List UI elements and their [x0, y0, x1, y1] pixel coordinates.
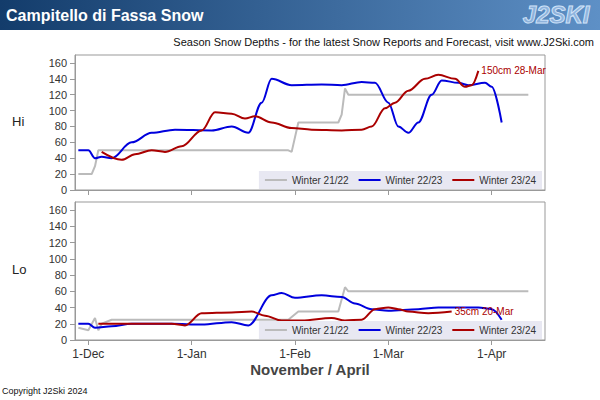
svg-text:140: 140: [49, 73, 67, 85]
svg-text:Copyright J2Ski 2024: Copyright J2Ski 2024: [2, 386, 88, 396]
svg-text:Season Snow Depths - for the l: Season Snow Depths - for the latest Snow…: [173, 36, 594, 48]
svg-text:0: 0: [61, 334, 67, 346]
svg-text:160: 160: [49, 204, 67, 216]
svg-text:Winter 21/22: Winter 21/22: [292, 175, 349, 186]
svg-text:40: 40: [55, 302, 67, 314]
svg-text:0: 0: [61, 184, 67, 196]
svg-text:Winter 22/23: Winter 22/23: [386, 325, 443, 336]
svg-text:20: 20: [55, 318, 67, 330]
svg-text:160: 160: [49, 57, 67, 69]
svg-text:40: 40: [55, 152, 67, 164]
svg-text:60: 60: [55, 285, 67, 297]
svg-text:Winter 23/24: Winter 23/24: [479, 175, 536, 186]
svg-text:80: 80: [55, 269, 67, 281]
svg-text:1-Mar: 1-Mar: [373, 347, 404, 361]
svg-text:November / April: November / April: [250, 361, 369, 378]
svg-text:100: 100: [49, 105, 67, 117]
svg-text:1-Feb: 1-Feb: [279, 347, 311, 361]
svg-text:Campitello di Fassa Snow: Campitello di Fassa Snow: [6, 7, 204, 24]
svg-text:20: 20: [55, 168, 67, 180]
svg-text:150cm 28-Mar: 150cm 28-Mar: [481, 65, 546, 76]
svg-text:Winter 23/24: Winter 23/24: [479, 325, 536, 336]
svg-text:1-Apr: 1-Apr: [477, 347, 506, 361]
svg-text:1-Dec: 1-Dec: [72, 347, 104, 361]
svg-text:140: 140: [49, 220, 67, 232]
svg-text:1-Jan: 1-Jan: [177, 347, 207, 361]
svg-text:100: 100: [49, 253, 67, 265]
svg-text:60: 60: [55, 136, 67, 148]
svg-text:80: 80: [55, 120, 67, 132]
svg-text:J2SKI: J2SKI: [523, 1, 591, 28]
svg-text:Lo: Lo: [12, 262, 26, 277]
svg-text:120: 120: [49, 237, 67, 249]
svg-text:Hi: Hi: [12, 114, 24, 129]
svg-text:Winter 21/22: Winter 21/22: [292, 325, 349, 336]
svg-text:35cm 20-Mar: 35cm 20-Mar: [455, 306, 515, 317]
svg-text:Winter 22/23: Winter 22/23: [386, 175, 443, 186]
svg-text:120: 120: [49, 89, 67, 101]
